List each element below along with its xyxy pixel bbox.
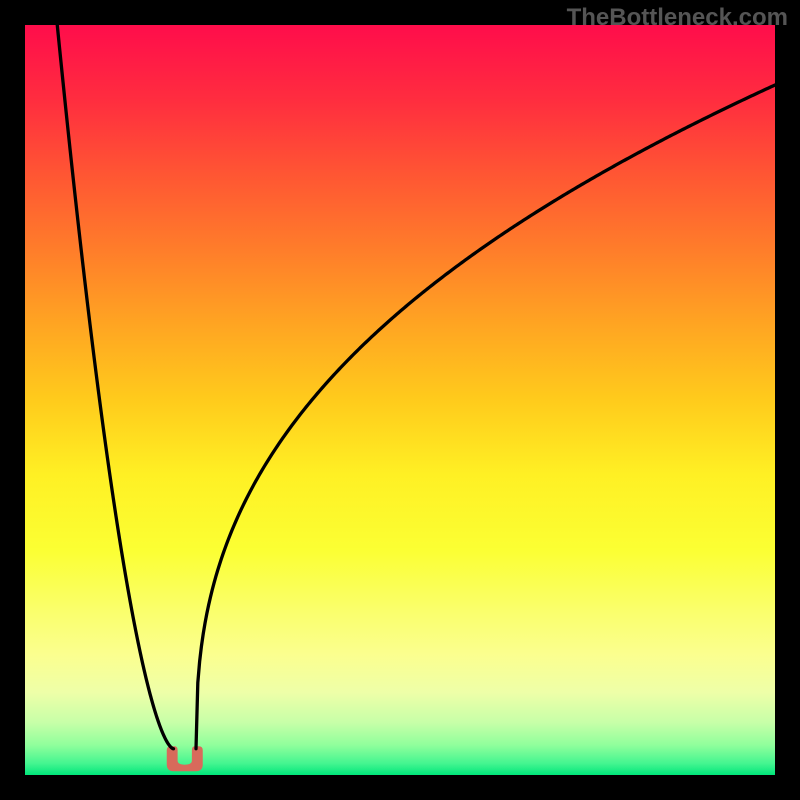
watermark-text: TheBottleneck.com — [567, 4, 788, 32]
bottleneck-chart — [0, 0, 800, 800]
chart-container: TheBottleneck.com — [0, 0, 800, 800]
